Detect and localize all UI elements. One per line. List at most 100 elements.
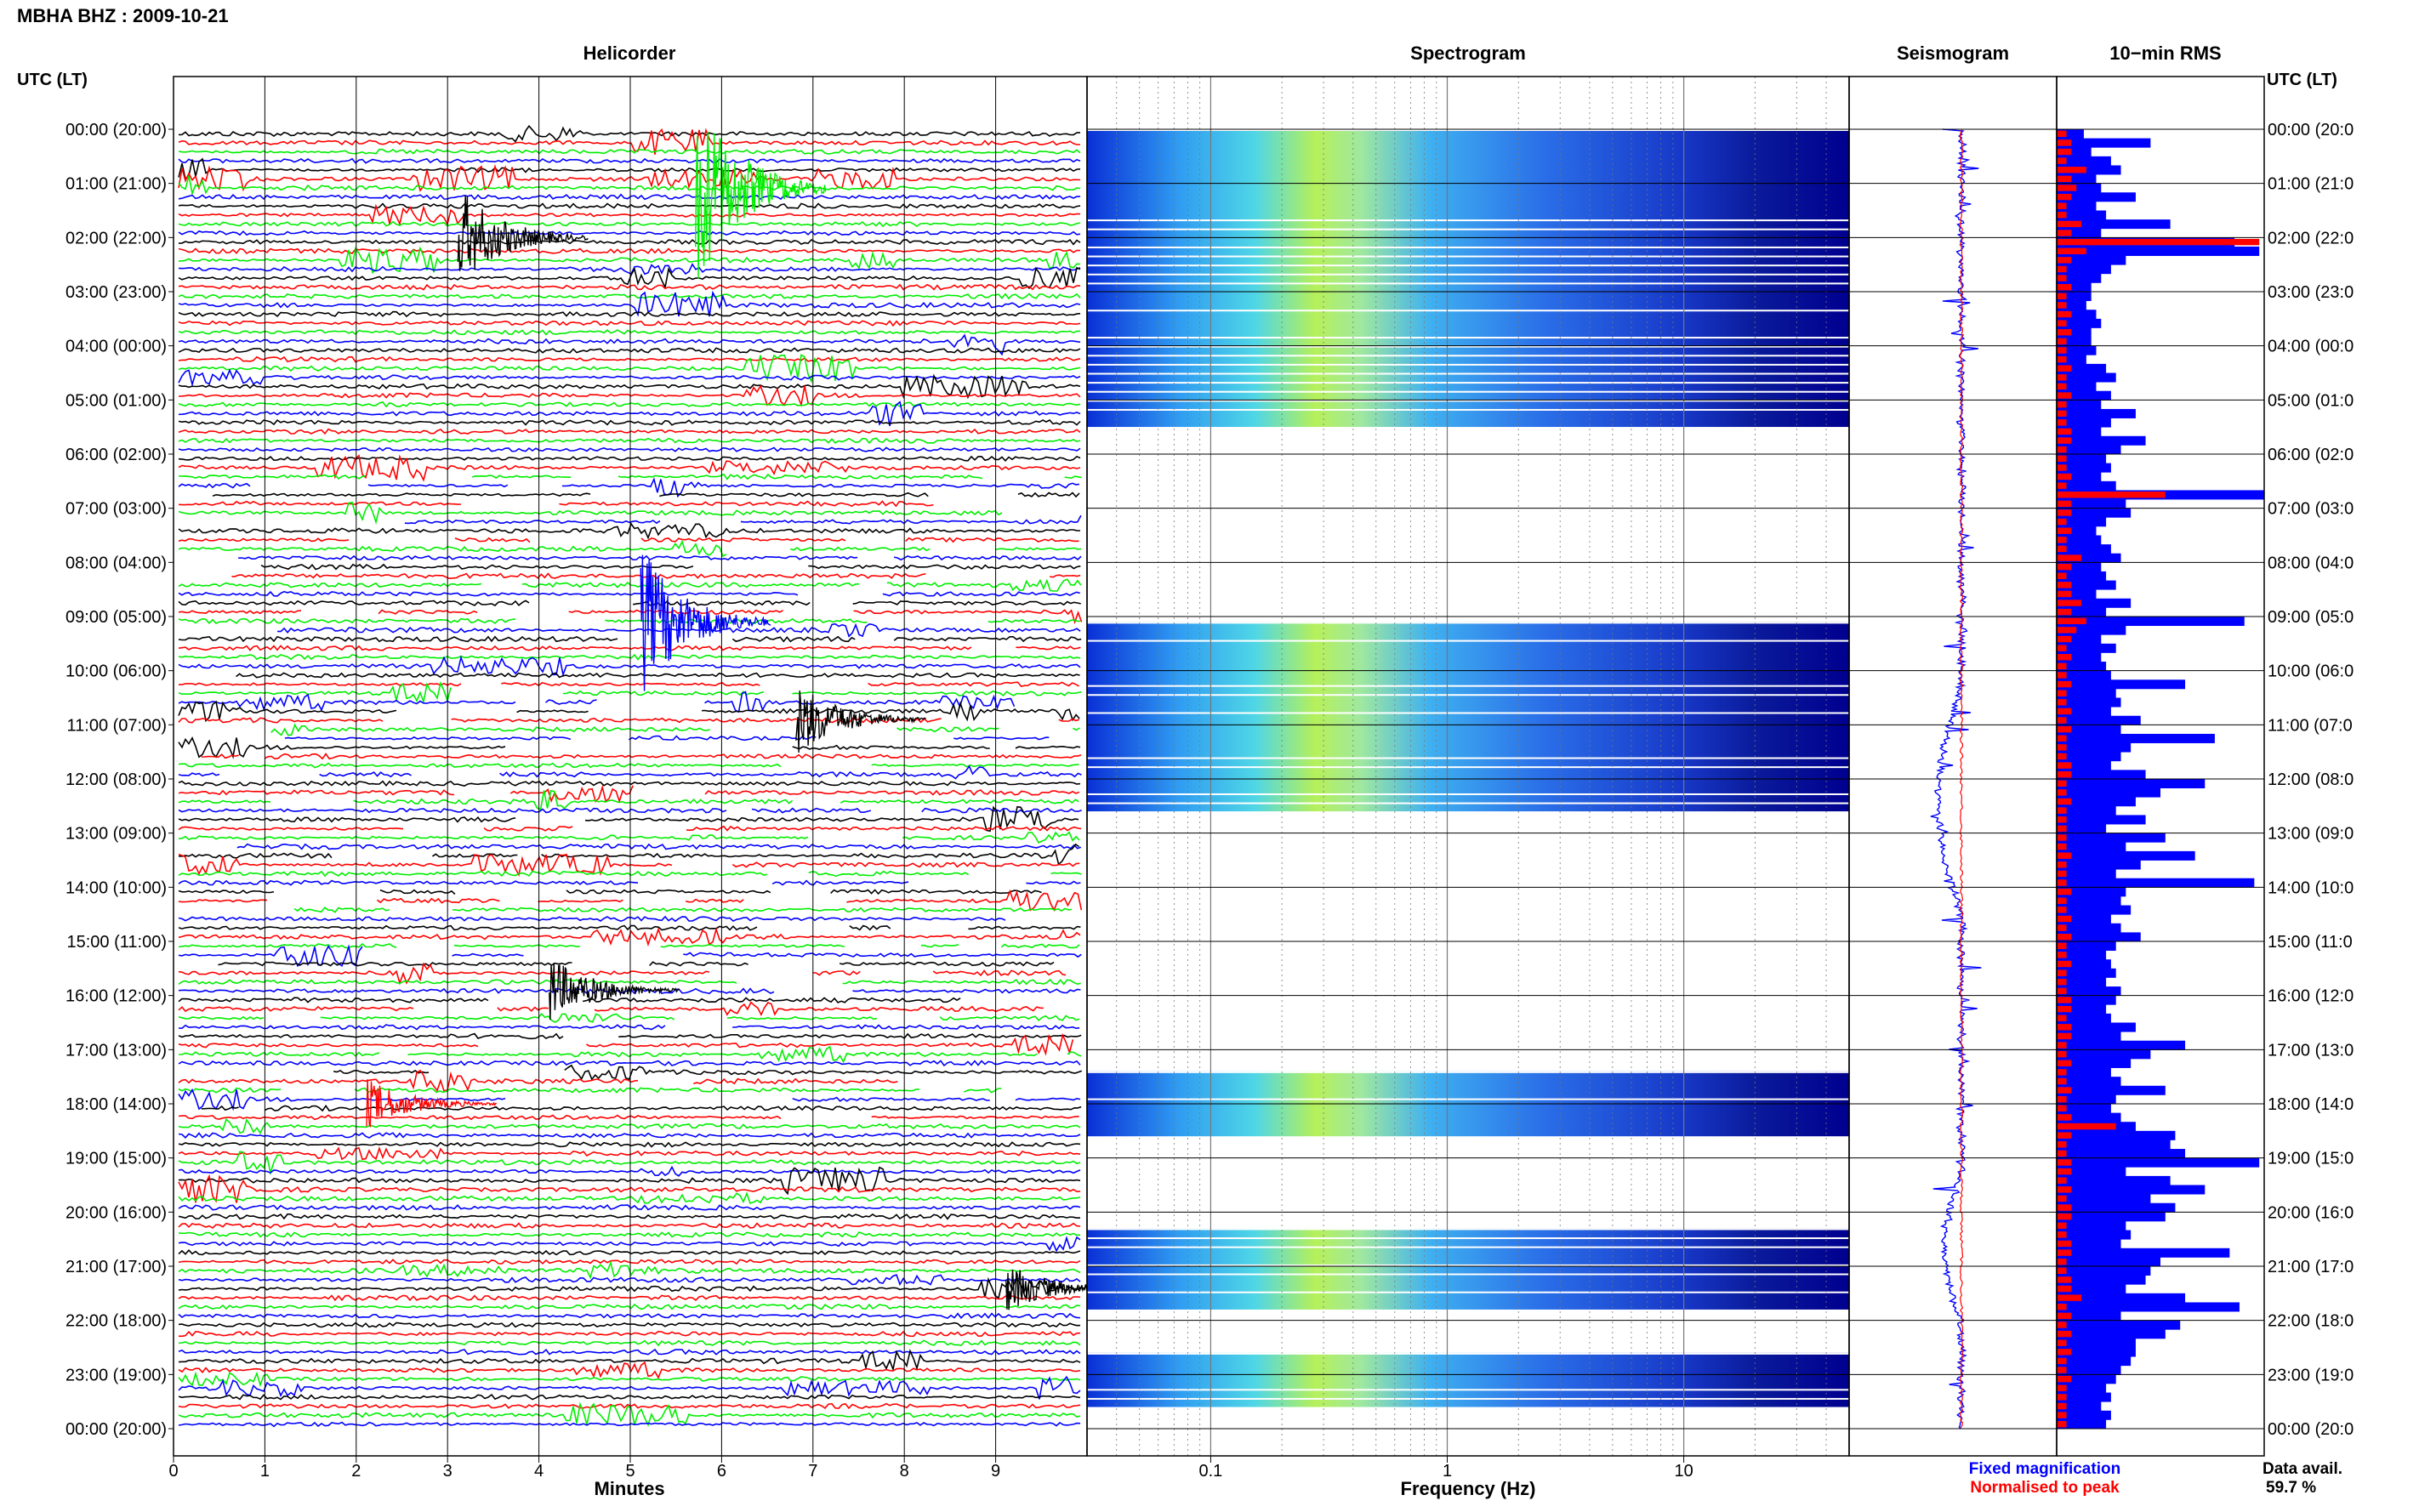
rms-bar-fixed — [2057, 129, 2084, 139]
rms-bar-fixed — [2057, 408, 2136, 418]
rms-bar-fixed — [2057, 725, 2121, 735]
rms-bar-normalised — [2057, 1005, 2072, 1013]
helicorder-trace — [260, 563, 1081, 571]
spectrogram-gap — [1087, 1228, 1849, 1231]
hour-label-left: 09:00 (05:00) — [65, 608, 167, 627]
rms-bar-fixed — [2057, 553, 2121, 563]
spectrogram-gap — [1087, 337, 1849, 339]
rms-bar-normalised — [2057, 933, 2072, 941]
rms-bar-normalised — [2057, 780, 2067, 787]
helicorder-trace — [178, 310, 1081, 318]
helicorder-trace — [179, 1045, 1082, 1064]
rms-bar-fixed — [2057, 147, 2092, 157]
helicorder-trace — [178, 368, 1081, 388]
helicorder-trace — [178, 1087, 1002, 1094]
helicorder-trace — [178, 1213, 1081, 1220]
rms-bar-fixed — [2057, 1356, 2132, 1367]
rms-bar-normalised — [2057, 383, 2067, 390]
rms-bar-normalised — [2057, 680, 2072, 688]
rms-bar-normalised — [2057, 482, 2067, 489]
rms-bar-normalised — [2057, 572, 2067, 579]
spectrogram-gap — [1087, 372, 1849, 375]
rms-bar-fixed — [2057, 499, 2126, 509]
helicorder-trace — [178, 1141, 1081, 1148]
rms-bar-fixed — [2057, 742, 2132, 753]
helicorder-trace — [178, 1069, 898, 1093]
rms-bar-normalised — [2057, 608, 2072, 616]
minute-tick-label: 1 — [260, 1462, 270, 1481]
rms-bar-normalised — [2057, 1394, 2067, 1401]
helicorder-trace — [178, 1174, 1081, 1203]
spectrogram-gap — [1087, 712, 1849, 714]
helicorder-trace — [178, 1259, 1081, 1265]
rms-bar-normalised — [2057, 275, 2067, 281]
rms-bar-fixed — [2057, 589, 2097, 600]
rms-bar-fixed — [2057, 1374, 2116, 1384]
helicorder-trace — [178, 501, 1003, 525]
rms-bar-fixed — [2057, 1040, 2186, 1050]
minute-tick-label: 2 — [351, 1462, 361, 1481]
rms-bar-fixed — [2057, 174, 2097, 185]
helicorder-trace — [178, 437, 1081, 445]
helicorder-trace — [178, 1024, 1080, 1031]
rms-bar-fixed — [2057, 138, 2151, 148]
helicorder-trace — [178, 805, 1079, 833]
helicorder-trace — [178, 1349, 1081, 1373]
spectrogram-gap — [1087, 390, 1849, 393]
rms-bar-fixed — [2057, 950, 2107, 960]
rms-bar-normalised — [2057, 139, 2072, 146]
rms-bar-normalised — [2057, 770, 2072, 778]
rms-bar-fixed — [2057, 246, 2260, 256]
rms-bar-normalised — [2057, 1312, 2072, 1320]
rms-bar-normalised — [2057, 699, 2067, 706]
helicorder-trace — [178, 780, 1081, 787]
rms-bar-fixed — [2057, 707, 2111, 717]
spectrogram-gap — [1087, 1237, 1849, 1240]
rms-bar-fixed — [2057, 634, 2102, 645]
rms-bar-fixed — [2057, 959, 2111, 969]
spectrogram-gap — [1087, 1397, 1849, 1400]
rms-bar-fixed — [2057, 517, 2107, 527]
helicorder-trace — [178, 889, 1083, 912]
rms-bar-fixed — [2057, 815, 2146, 825]
rms-bar-fixed — [2057, 526, 2097, 536]
rms-bar-normalised — [2057, 888, 2072, 895]
spectrogram-gap — [1087, 1071, 1849, 1073]
rms-bar-fixed — [2057, 165, 2121, 175]
rms-bar-normalised — [2057, 1186, 2072, 1193]
helicorder-event — [695, 131, 827, 279]
rms-bar-normalised — [2057, 708, 2072, 715]
helicorder-trace — [178, 266, 1081, 290]
rms-bar-normalised — [2057, 744, 2067, 751]
rms-bar-normalised — [2057, 1420, 2067, 1428]
rms-bar-fixed — [2057, 914, 2111, 924]
spectrogram-gap — [1087, 363, 1849, 366]
rms-bar-normalised — [2057, 843, 2067, 850]
hour-label-left: 23:00 (19:00) — [65, 1366, 167, 1384]
rms-bar-fixed — [2057, 1338, 2136, 1348]
rms-bar-fixed — [2057, 1149, 2186, 1159]
rms-bar-normalised — [2057, 1168, 2072, 1175]
helicorder-trace — [178, 1236, 1081, 1253]
helicorder-trace — [178, 263, 1081, 276]
rms-bar-normalised — [2057, 952, 2067, 958]
helicorder-trace — [178, 354, 1081, 384]
rms-bar-normalised — [2057, 1330, 2072, 1338]
spectrogram-gap — [1087, 355, 1849, 357]
rms-bar-fixed — [2057, 418, 2111, 428]
rms-bar-fixed — [2057, 445, 2121, 455]
helicorder-trace — [178, 128, 1080, 155]
minute-tick-label: 6 — [717, 1462, 726, 1481]
rms-bar-fixed — [2057, 1067, 2111, 1077]
spectrogram-gap — [1087, 255, 1849, 258]
rms-bar-normalised — [2057, 310, 2072, 318]
rms-bar-normalised — [2057, 1249, 2072, 1256]
helicorder-trace — [178, 1231, 1081, 1238]
rms-bar-fixed — [2057, 1284, 2126, 1294]
rms-bar-normalised — [2057, 157, 2067, 164]
spectrogram-gap — [1087, 766, 1849, 769]
rms-bar-normalised — [2057, 554, 2082, 561]
rms-bar-normalised — [2057, 1159, 2072, 1166]
rms-bar-normalised — [2057, 130, 2067, 138]
hour-label-left: 15:00 (11:00) — [67, 933, 168, 952]
